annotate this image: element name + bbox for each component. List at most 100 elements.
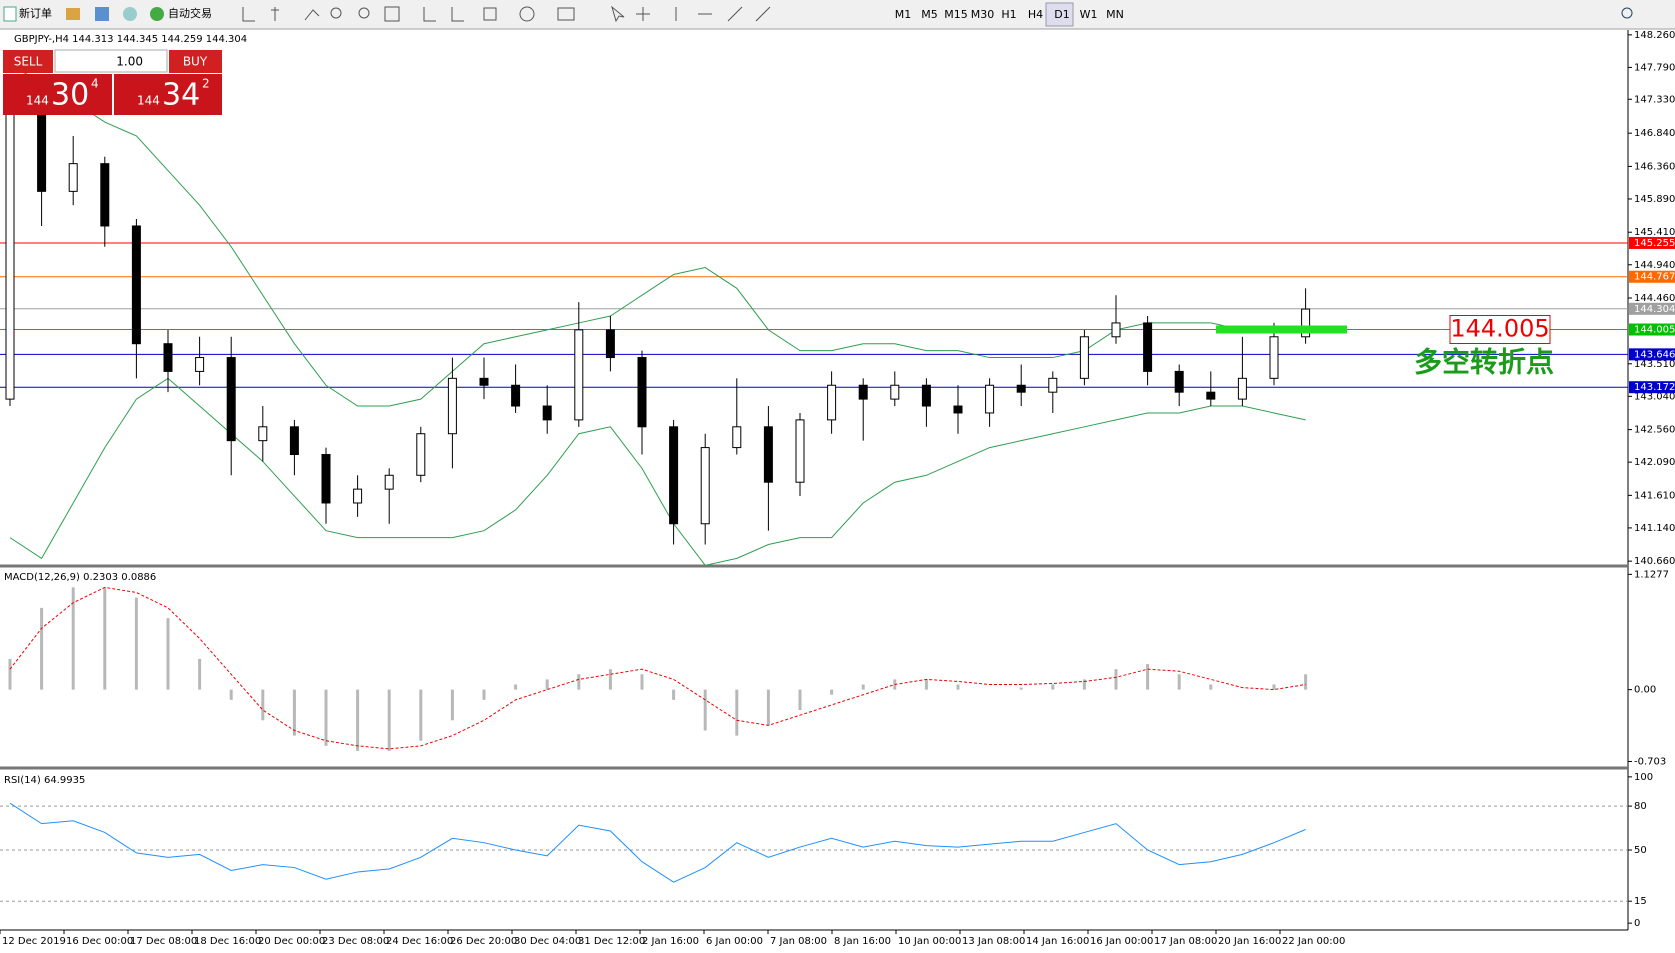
timeframe[interactable]: D1	[1054, 8, 1069, 21]
x-tick-label: 18 Dec 16:00	[194, 936, 261, 947]
y-tick-label: 140.660	[1634, 556, 1675, 567]
y-tick-label: 143.510	[1634, 359, 1675, 370]
lot-input[interactable]	[54, 49, 168, 73]
candle-body	[258, 426, 268, 442]
rsi-line	[9, 802, 1306, 883]
candle-body	[37, 107, 47, 192]
candle-body	[416, 433, 426, 476]
candle-body	[1048, 377, 1058, 393]
candle-body	[1079, 336, 1089, 379]
x-tick-label: 17 Dec 08:00	[130, 936, 197, 947]
candle-body	[226, 357, 236, 442]
y-tick-label: 80	[1634, 801, 1647, 812]
candle-body	[953, 405, 963, 414]
bid-pips: 30	[51, 78, 89, 113]
icon	[66, 8, 80, 20]
annot-price: 144.005	[1450, 315, 1549, 343]
auto-trading[interactable]: 自动交易	[168, 6, 212, 20]
bid-frac: 4	[91, 77, 99, 91]
level-tag	[1629, 381, 1675, 394]
y-tick-label: 15	[1634, 896, 1647, 907]
ask-big: 144	[137, 94, 160, 108]
new-order[interactable]: 新订单	[19, 6, 52, 20]
candle-body	[605, 329, 615, 359]
x-tick-label: 23 Dec 08:00	[322, 936, 389, 947]
candle-body	[321, 454, 331, 504]
sell-label: SELL	[14, 55, 43, 69]
x-tick-label: 10 Jan 00:00	[898, 936, 961, 947]
candle-body	[637, 357, 647, 428]
timeframe[interactable]: M15	[944, 8, 968, 21]
level-tag	[1629, 302, 1675, 315]
candle-body	[1111, 322, 1121, 338]
level-tag-label: 144.304	[1634, 304, 1675, 315]
x-tick-label: 12 Dec 2019	[2, 936, 66, 947]
candle-body	[700, 447, 710, 525]
ask-frac: 2	[202, 77, 210, 91]
lot-value: 1.00	[116, 55, 143, 69]
y-tick-label: 142.090	[1634, 457, 1675, 468]
candle-body	[921, 384, 931, 407]
timeframe[interactable]: M1	[895, 8, 912, 21]
toolbar: 新订单 自动交易 M1 M5 M15 M30 H1 H4 D1 W1 MN	[0, 0, 1675, 30]
timeframe[interactable]: H4	[1028, 8, 1043, 21]
search-icon[interactable]	[1621, 7, 1633, 19]
candle-body	[985, 384, 995, 414]
level-tag-label: 143.646	[1634, 349, 1675, 360]
level-tag	[1629, 270, 1675, 283]
level-tag	[1629, 236, 1675, 249]
candle-body	[795, 419, 805, 483]
timeframe[interactable]: M30	[971, 8, 995, 21]
y-tick-label: 0	[1634, 918, 1640, 929]
chart-bg	[0, 30, 1675, 949]
y-tick-label: 1.1277	[1634, 569, 1669, 580]
y-tick-label: 147.790	[1634, 62, 1675, 73]
toolbar-bg	[0, 0, 1675, 29]
timeframe[interactable]: W1	[1080, 8, 1098, 21]
icon	[95, 7, 109, 21]
timeframe[interactable]: MN	[1106, 8, 1124, 21]
band-lower	[9, 377, 1306, 566]
timeframe-active	[1045, 2, 1074, 27]
chart-window: GBPJPY-,H4 144.313 144.345 144.259 144.3…	[0, 30, 1675, 949]
x-tick-label: 30 Dec 04:00	[514, 936, 581, 947]
y-tick-label: 146.840	[1634, 128, 1675, 139]
x-tick-label: 24 Dec 16:00	[386, 936, 453, 947]
timeframe[interactable]: M5	[921, 8, 938, 21]
y-tick-label: 100	[1634, 772, 1653, 783]
x-tick-label: 16 Dec 00:00	[66, 936, 133, 947]
x-tick-label: 16 Jan 00:00	[1090, 936, 1153, 947]
candle-body	[574, 329, 584, 421]
level-tag-label: 144.005	[1634, 325, 1675, 336]
annot-box	[1449, 315, 1551, 345]
sell-button[interactable]	[3, 50, 53, 73]
x-tick-label: 6 Jan 00:00	[706, 936, 763, 947]
bid-big: 144	[26, 94, 49, 108]
timeframes: M1 M5 M15 M30 H1 H4 D1 W1 MN	[895, 8, 1124, 21]
candle-body	[1269, 336, 1279, 379]
buy-button[interactable]	[169, 50, 222, 73]
y-tick-label: 145.410	[1634, 227, 1675, 238]
candle-body	[1301, 308, 1311, 338]
icon	[3, 6, 17, 22]
candle-body	[1143, 322, 1153, 372]
timeframe[interactable]: H1	[1001, 8, 1016, 21]
candle-body	[732, 426, 742, 449]
x-tick-label: 22 Jan 00:00	[1282, 936, 1345, 947]
x-tick-label: 26 Dec 20:00	[450, 936, 517, 947]
level-tag-label: 143.172	[1634, 382, 1675, 393]
trade-panel: SELL 1.00 BUY 144 30 4 144 34 2	[3, 49, 222, 115]
y-tick-label: 147.330	[1634, 94, 1675, 105]
rsi-header: RSI(14) 64.9935	[4, 775, 85, 786]
candle-body	[353, 488, 363, 504]
candle-body	[1016, 384, 1026, 393]
ask-panel[interactable]	[114, 74, 222, 115]
level-tag-label: 144.767	[1634, 272, 1675, 283]
candle-body	[763, 426, 773, 483]
bid-panel[interactable]	[3, 74, 112, 115]
macd-header: MACD(12,26,9) 0.2303 0.0886	[4, 572, 156, 583]
plot: 148.260 147.790 147.330 146.840 146.360 145.8…	[0, 30, 1675, 947]
x-tick-label: 7 Jan 08:00	[770, 936, 827, 947]
y-tick-label: 146.360	[1634, 161, 1675, 172]
icon	[123, 7, 137, 21]
